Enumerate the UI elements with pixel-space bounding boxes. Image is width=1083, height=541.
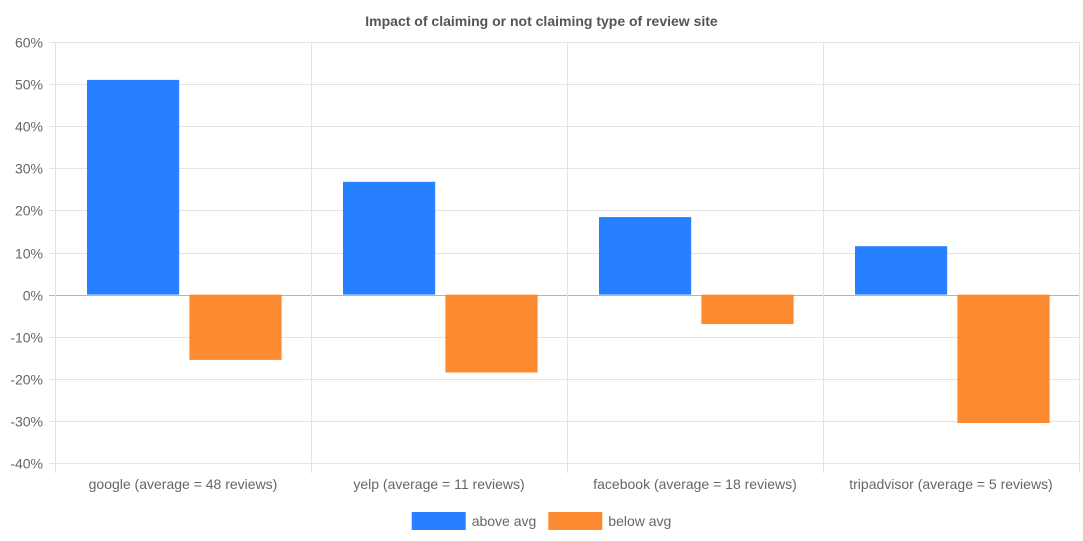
bar-below-avg-1[interactable] xyxy=(445,294,538,373)
y-tick-label: 40% xyxy=(15,119,43,135)
bar-above-avg-1[interactable] xyxy=(343,181,436,295)
y-tick-label: 30% xyxy=(15,161,43,177)
x-tick-label: tripadvisor (average = 5 reviews) xyxy=(849,476,1052,492)
y-tick-label: -10% xyxy=(10,330,43,346)
y-tick-label: 0% xyxy=(23,288,43,304)
y-tick-label: 60% xyxy=(15,35,43,51)
bar-above-avg-0[interactable] xyxy=(87,79,180,295)
bar-above-avg-3[interactable] xyxy=(855,246,948,295)
x-tick-label: google (average = 48 reviews) xyxy=(89,476,278,492)
y-tick-label: -20% xyxy=(10,372,43,388)
gridlines xyxy=(49,42,1080,473)
y-tick-label: 20% xyxy=(15,203,43,219)
bar-above-avg-2[interactable] xyxy=(599,217,692,295)
x-axis-labels: google (average = 48 reviews) yelp (avera… xyxy=(89,476,1053,492)
bar-below-avg-2[interactable] xyxy=(701,294,794,325)
legend-swatch-above-avg[interactable] xyxy=(411,512,466,530)
legend-swatch-below-avg[interactable] xyxy=(548,512,603,530)
legend-label[interactable]: above avg xyxy=(472,513,537,529)
y-tick-label: 10% xyxy=(15,246,43,262)
x-tick-label: facebook (average = 18 reviews) xyxy=(593,476,797,492)
y-axis-ticks: 60% 50% 40% 30% 20% 10% 0% -10% -20% -30% -40% xyxy=(10,35,43,472)
x-tick-label: yelp (average = 11 reviews) xyxy=(353,476,524,492)
legend-label[interactable]: below avg xyxy=(608,513,671,529)
y-tick-label: 50% xyxy=(15,77,43,93)
chart-title: Impact of claiming or not claiming type … xyxy=(365,13,718,29)
bar-below-avg-0[interactable] xyxy=(189,294,282,360)
y-tick-label: -30% xyxy=(10,414,43,430)
y-tick-label: -40% xyxy=(10,456,43,472)
bar-below-avg-3[interactable] xyxy=(957,294,1050,423)
legend[interactable]: above avg below avg xyxy=(411,512,672,530)
bars xyxy=(87,79,1050,423)
